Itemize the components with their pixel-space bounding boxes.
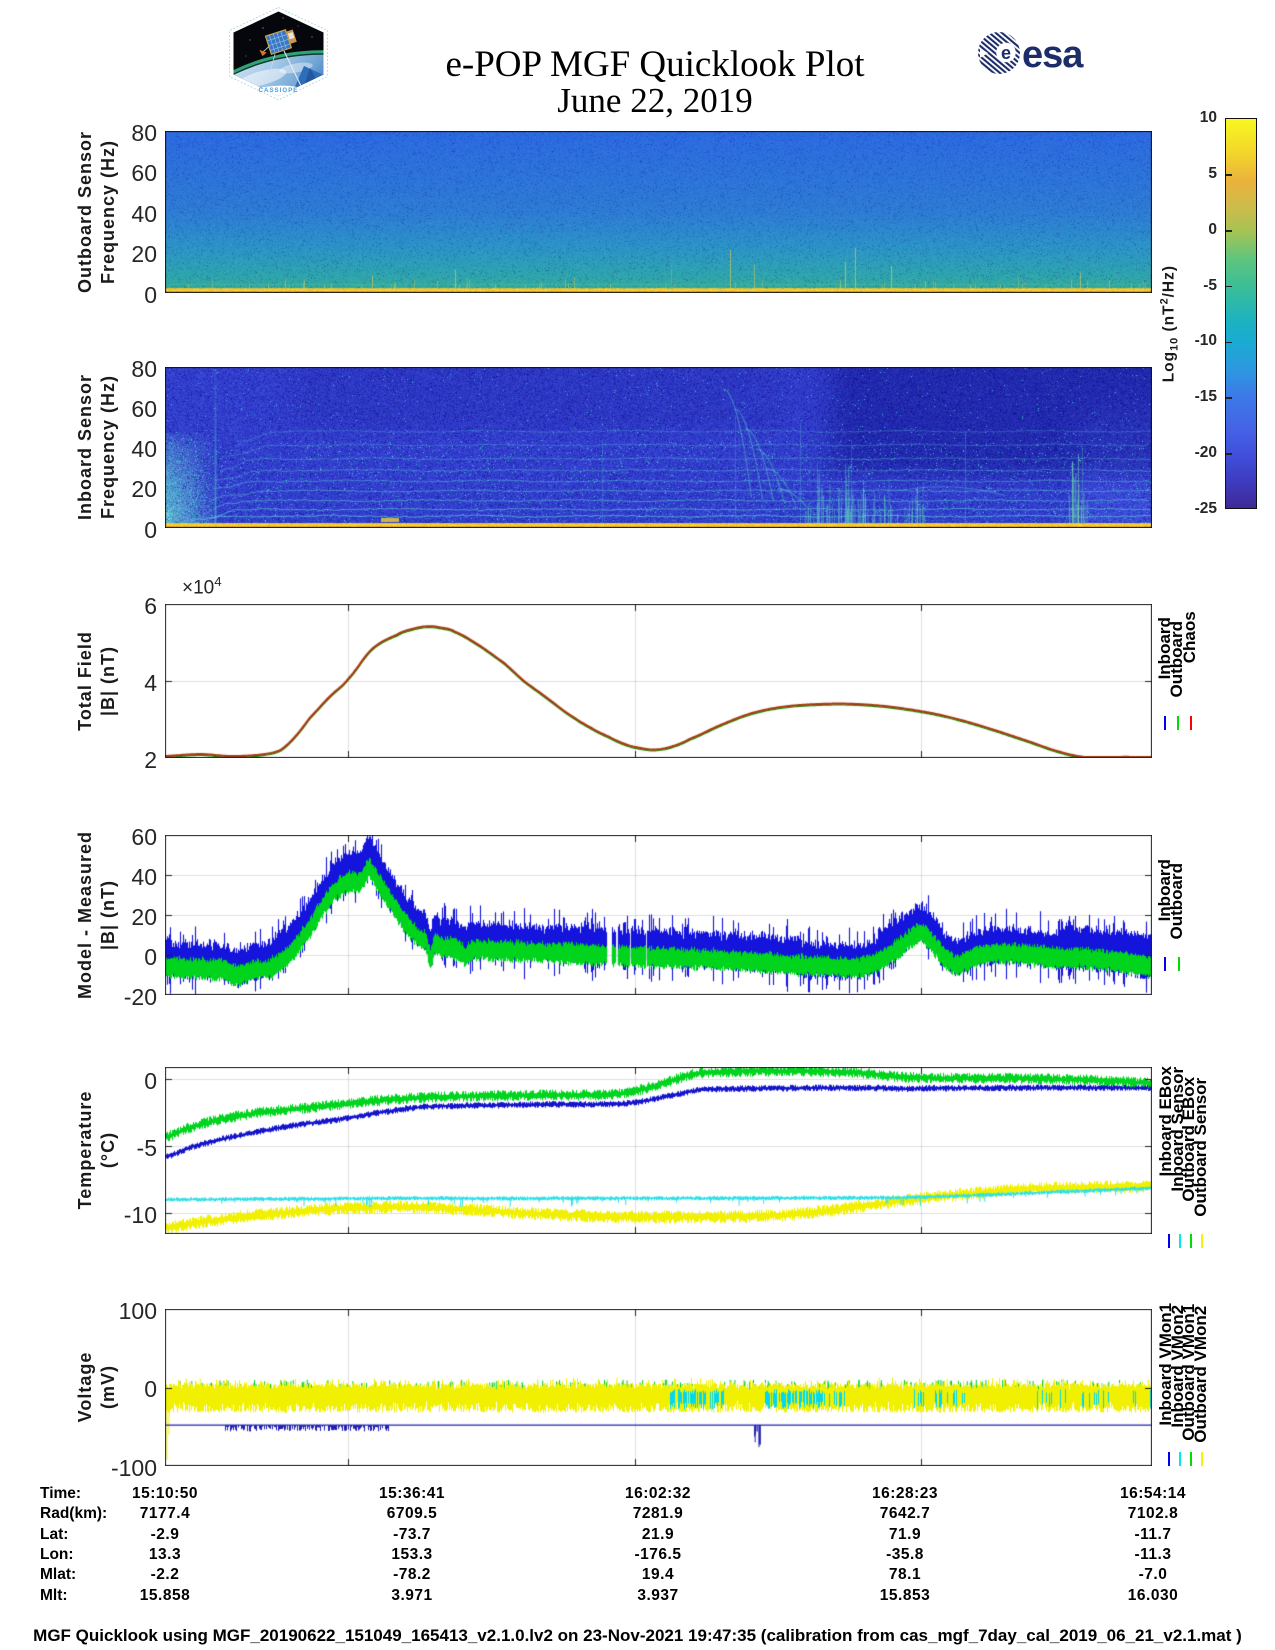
svg-text:CASSIOPE: CASSIOPE <box>259 88 299 94</box>
svg-text:esa: esa <box>1022 34 1084 76</box>
svg-text:e: e <box>1001 43 1011 63</box>
